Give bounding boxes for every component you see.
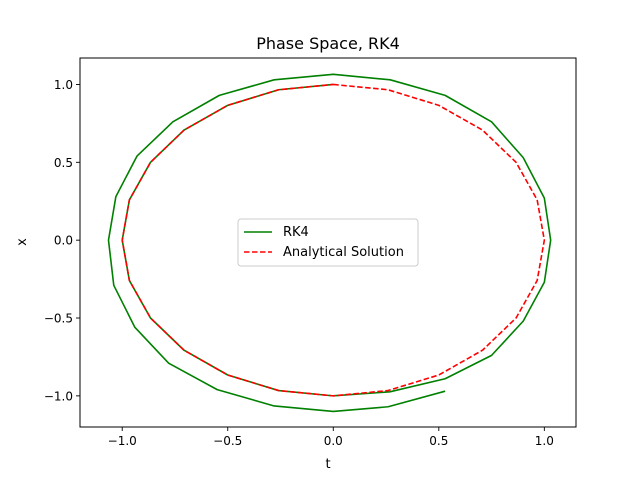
x-axis-label: t (325, 457, 330, 472)
x-axis: −1.0 −0.5 0.0 0.5 1.0 (108, 427, 554, 448)
chart-title: Phase Space, RK4 (256, 34, 400, 53)
y-tick-label: 0.0 (54, 234, 73, 248)
x-tick-label: 1.0 (535, 434, 554, 448)
y-axis: −1.0 −0.5 0.0 0.5 1.0 (44, 78, 80, 403)
legend-box (237, 218, 419, 267)
series-line-analytical-solution (121, 83, 546, 397)
y-tick-label: −0.5 (44, 312, 73, 326)
x-tick-label: −0.5 (213, 434, 242, 448)
x-tick-label: 0.0 (324, 434, 343, 448)
x-tick-label: −1.0 (108, 434, 137, 448)
axes-frame (79, 57, 577, 428)
y-tick-label: 1.0 (54, 78, 73, 92)
legend-label-analytical: Analytical Solution (283, 245, 404, 260)
plot-area (107, 73, 552, 413)
legend: RK4 Analytical Solution (237, 218, 419, 267)
y-tick-label: 0.5 (54, 156, 73, 170)
y-axis-label: x (15, 238, 30, 246)
legend-label-rk4: RK4 (283, 225, 309, 240)
y-tick-label: −1.0 (44, 389, 73, 403)
x-tick-label: 0.5 (429, 434, 448, 448)
